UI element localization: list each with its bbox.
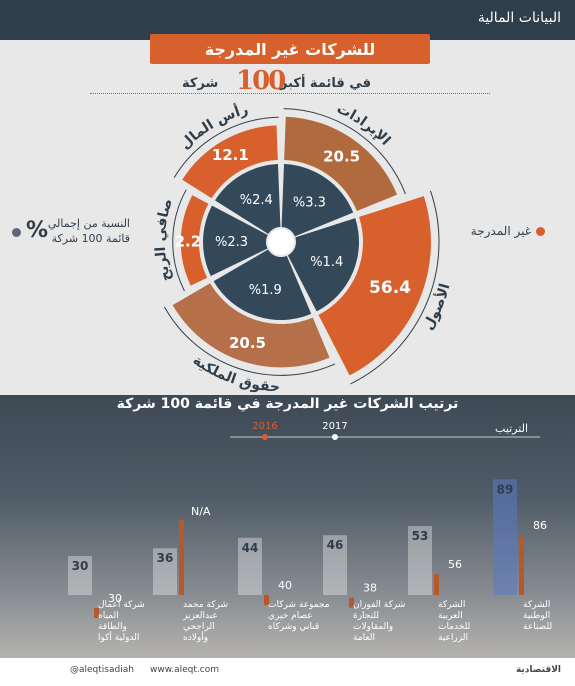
polar-category-label: صافي الربح	[153, 197, 177, 284]
footer-handle: @aleqtisadiah	[70, 665, 134, 675]
series-label-2016: 2016	[252, 421, 277, 432]
bar-2016-label: 36	[157, 551, 174, 565]
polar-bracket	[350, 190, 440, 385]
category-label: الشركة الوطنية للصناعة	[523, 600, 552, 632]
banner-title: للشركات غير المدرجة	[204, 40, 376, 59]
series-label-2017: 2017	[322, 421, 347, 432]
bar-2017-label: 40	[278, 579, 292, 592]
bar-2016	[323, 535, 347, 595]
category-label: شركة محمد عبدالعزيز الراجحي وأولاده	[182, 600, 228, 643]
bar-2017-label: N/A	[191, 505, 211, 518]
polar-value-label: 20.5	[323, 147, 360, 165]
polar-outer-segment	[318, 196, 431, 376]
bar-2017	[434, 574, 439, 595]
logo-100: 100	[236, 66, 286, 96]
polar-inner-segment	[203, 205, 268, 276]
bar-2016-label: 30	[72, 559, 89, 573]
ranking-title: ترتيب الشركات غير المدرجة في قائمة 100 ش…	[116, 396, 459, 412]
polar-percent-label: %3.3	[293, 195, 326, 210]
divider	[90, 93, 490, 94]
polar-bracket	[172, 189, 187, 292]
polar-bracket	[283, 108, 406, 195]
bar-2016-label: 44	[242, 541, 259, 555]
bar-2017-na	[179, 520, 184, 595]
header-strip	[0, 0, 575, 40]
section-title: البيانات المالية	[477, 10, 561, 26]
category-label: الشركة العربية للخدمات الزراعية	[438, 600, 470, 643]
grey-dot-icon	[12, 228, 21, 237]
polar-inner-segment	[287, 218, 359, 312]
bar-2017	[349, 597, 354, 608]
polar-center-hole	[268, 229, 294, 255]
bar-2017-label: 56	[448, 558, 462, 571]
orange-dot-icon	[536, 227, 545, 236]
polar-inner-segment	[213, 249, 312, 321]
brand-logo: الاقتصادية	[515, 665, 561, 675]
series-marker-2017	[332, 434, 338, 440]
bar-2017	[264, 595, 269, 605]
polar-value-label: 56.4	[369, 278, 411, 298]
subtitle-after: شركة	[182, 76, 219, 91]
polar-value-label: 20.5	[229, 334, 266, 352]
percent-legend-label: النسبة من إجمالي قائمة 100 شركة	[47, 217, 130, 245]
bar-2016-label: 46	[327, 538, 344, 552]
polar-outer-segment	[182, 125, 278, 199]
series-marker-2016	[262, 434, 268, 440]
legend-unlisted-label: غير المدرجة	[470, 224, 531, 238]
polar-outer-segment	[172, 283, 330, 368]
bar-2016	[238, 537, 262, 595]
ranking-bar-chart: الترتيب 2016 2017 89 86 الشركة الوطنية للصناعة 5…	[68, 421, 552, 643]
polar-area-chart: 20.5%3.3الإيرادات56.4%1.4الأصول20.5%1.9ح…	[153, 101, 454, 395]
bar-2017-label: 30	[108, 592, 122, 605]
bar-2017	[94, 608, 99, 618]
bar-2017-label: 86	[533, 519, 547, 532]
footer-website: www.aleqt.com	[150, 665, 219, 675]
ranking-panel	[0, 395, 575, 686]
rank-axis-label: الترتيب	[495, 422, 528, 435]
footer: @aleqtisadiah www.aleqt.com الاقتصادية	[0, 658, 575, 686]
bar-2016	[153, 548, 177, 595]
bar-2016	[493, 479, 517, 595]
legend-unlisted: غير المدرجة	[471, 224, 545, 238]
bar-2016-label: 53	[412, 529, 429, 543]
polar-outer-segment	[180, 195, 209, 286]
polar-bracket	[173, 116, 279, 178]
polar-percent-label: %1.9	[249, 283, 282, 298]
polar-inner-segment	[214, 164, 281, 235]
bar-2016	[68, 556, 92, 595]
polar-value-label: 2.2	[175, 232, 202, 250]
polar-percent-label: %2.4	[240, 193, 273, 208]
bar-2016-label: 89	[497, 482, 514, 496]
percent-symbol: %	[26, 218, 49, 243]
bar-2017-label: 38	[363, 582, 377, 595]
bar-2017	[519, 535, 524, 595]
polar-value-label: 12.1	[212, 146, 249, 164]
polar-bracket	[164, 306, 336, 376]
polar-percent-label: %1.4	[310, 255, 343, 270]
subtitle-before: في قائمة أكبر	[280, 76, 371, 91]
category-label: مجموعة شركات عصام خيري قباني وشركاه	[268, 600, 330, 632]
category-label: شركة الفوزان للتجارة والمقاولات العامة	[353, 600, 405, 643]
title-banner	[150, 34, 430, 64]
polar-percent-label: %2.3	[215, 235, 248, 250]
polar-outer-segment	[284, 116, 398, 212]
category-label: شركة أعمال المياه والطاقة الدولية أكوا	[98, 598, 145, 643]
polar-inner-segment	[281, 164, 354, 237]
bar-2016	[408, 526, 432, 595]
